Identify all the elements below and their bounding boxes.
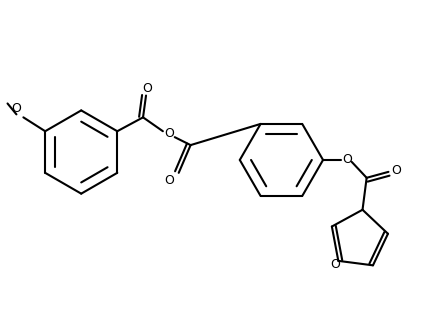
Text: O: O: [164, 127, 173, 140]
Text: O: O: [329, 258, 339, 271]
Text: O: O: [391, 164, 401, 177]
Text: O: O: [341, 153, 351, 166]
Text: O: O: [142, 82, 151, 95]
Text: O: O: [164, 174, 173, 187]
Text: O: O: [11, 102, 21, 115]
